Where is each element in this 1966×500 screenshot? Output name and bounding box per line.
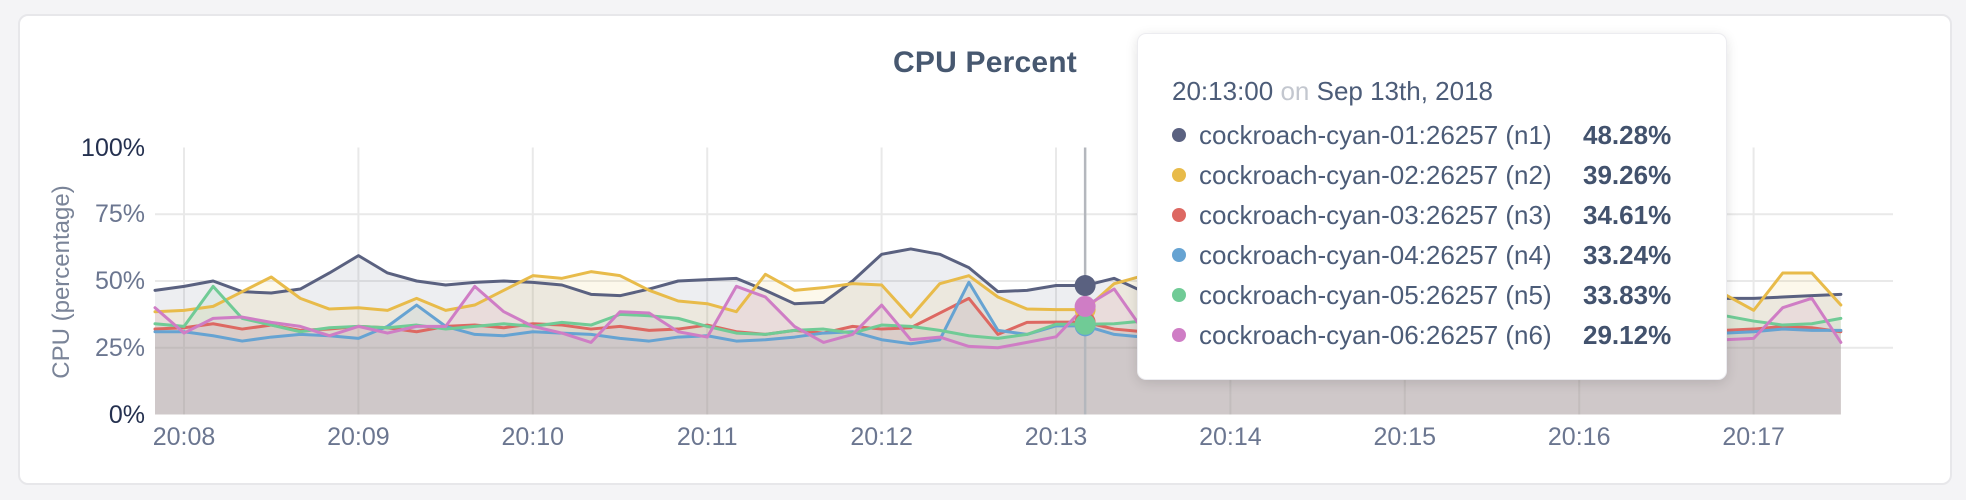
x-tick-20:14: 20:14 [1199,423,1262,451]
hover-dot-n6 [1074,295,1096,317]
tooltip-row: cockroach-cyan-02:26257 (n2) 39.26% [1172,155,1698,195]
tooltip-row: cockroach-cyan-06:26257 (n6) 29.12% [1172,315,1698,355]
series-area-n6 [155,286,1841,415]
tooltip-conjunction: on [1280,76,1310,106]
tooltip-series-value: 29.12% [1583,319,1672,350]
x-tick-20:17: 20:17 [1722,423,1785,451]
series-dot-icon [1172,328,1186,342]
tooltip-date: Sep 13th, 2018 [1316,76,1493,106]
y-tick-100%: 100% [81,133,145,162]
tooltip-row: cockroach-cyan-03:26257 (n3) 34.61% [1172,195,1698,235]
series-area-n5 [155,286,1841,415]
series-dot-icon [1172,248,1186,262]
tooltip-series-name: cockroach-cyan-06:26257 (n6) [1199,319,1552,350]
tooltip-series-name: cockroach-cyan-03:26257 (n3) [1199,199,1552,230]
tooltip-series-name: cockroach-cyan-04:26257 (n4) [1199,239,1552,270]
tooltip-series-value: 33.24% [1583,239,1672,270]
hover-dot-n1 [1074,275,1096,297]
x-tick-20:15: 20:15 [1373,423,1437,451]
tooltip-rows: cockroach-cyan-01:26257 (n1) 48.28% cockro… [1172,115,1698,355]
tooltip-series-value: 48.28% [1583,119,1672,150]
x-tick-20:12: 20:12 [850,423,913,451]
hover-dot-n5 [1074,313,1096,335]
tooltip-time: 20:13:00 [1172,76,1274,106]
x-tick-20:11: 20:11 [676,423,738,451]
tooltip-series-value: 33.83% [1583,279,1672,310]
x-tick-20:09: 20:09 [327,423,390,451]
hover-tooltip: 20:13:00 on Sep 13th, 2018 cockroach-cya… [1137,33,1727,380]
tooltip-series-name: cockroach-cyan-01:26257 (n1) [1199,119,1552,150]
chart-title: CPU Percent [893,46,1077,79]
tooltip-series-name: cockroach-cyan-05:26257 (n5) [1199,279,1552,310]
x-tick-20:13: 20:13 [1024,423,1088,451]
y-tick-0%: 0% [108,400,145,429]
tooltip-header: 20:13:00 on Sep 13th, 2018 [1172,76,1698,106]
x-tick-20:08: 20:08 [152,423,216,451]
tooltip-row: cockroach-cyan-01:26257 (n1) 48.28% [1172,115,1698,155]
y-tick-50%: 50% [94,267,145,295]
x-tick-20:10: 20:10 [501,423,565,451]
tooltip-series-name: cockroach-cyan-02:26257 (n2) [1199,159,1552,190]
series-dot-icon [1172,168,1186,182]
tooltip-row: cockroach-cyan-05:26257 (n5) 33.83% [1172,275,1698,315]
y-tick-75%: 75% [94,200,145,229]
x-tick-20:16: 20:16 [1547,423,1611,451]
y-tick-25%: 25% [94,333,145,362]
series-dot-icon [1172,128,1186,142]
series-dot-icon [1172,208,1186,222]
tooltip-series-value: 39.26% [1583,159,1672,190]
tooltip-series-value: 34.61% [1583,199,1672,230]
tooltip-row: cockroach-cyan-04:26257 (n4) 33.24% [1172,235,1698,275]
series-dot-icon [1172,288,1186,302]
